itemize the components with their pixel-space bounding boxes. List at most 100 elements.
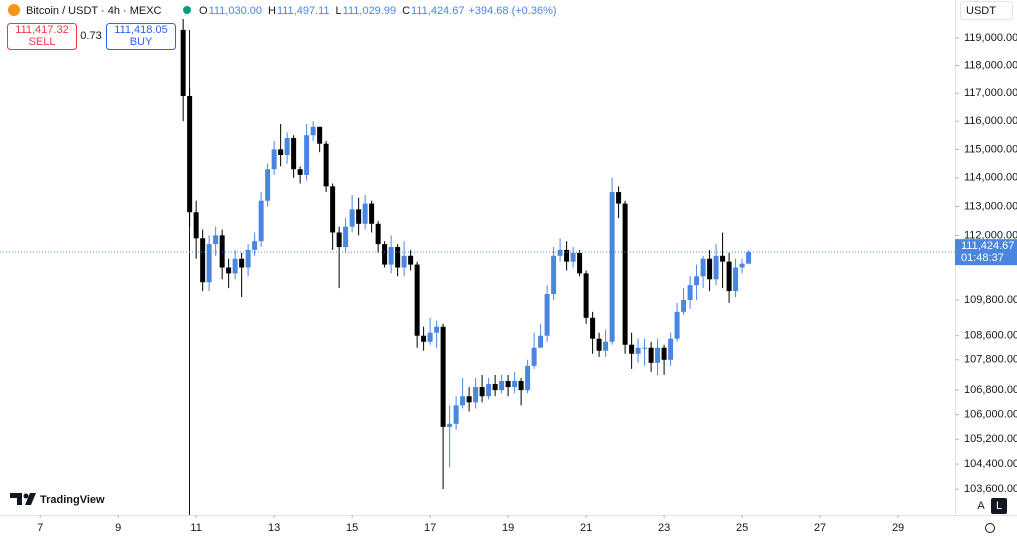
candle-body	[661, 347, 667, 360]
ohlc-value: 111,497.11	[277, 5, 330, 17]
ohlc-key: O	[199, 5, 208, 17]
candle-body	[713, 255, 719, 280]
candle-body	[525, 365, 531, 391]
candle-body	[486, 384, 492, 397]
candle-body	[252, 241, 258, 250]
ohlc-value: 111,029.99	[343, 5, 396, 17]
log-scale[interactable]: L	[996, 500, 1002, 512]
y-tick-label: 118,000.00	[964, 59, 1017, 71]
candle-body	[395, 247, 401, 268]
candle-body	[596, 338, 602, 351]
x-tick-label: 23	[658, 522, 670, 534]
y-tick-label: 103,600.00	[964, 483, 1017, 495]
candle-body	[505, 380, 511, 388]
candle-body	[700, 258, 706, 277]
ohlc-key: H	[268, 5, 276, 17]
x-tick-label: 9	[115, 522, 121, 534]
candle-body	[219, 235, 225, 268]
candle-body	[720, 255, 726, 262]
candle-body	[681, 299, 687, 312]
ohlc-value: 111,030.00	[209, 5, 262, 17]
candle-body	[622, 203, 628, 345]
sell-price[interactable]: 111,417.32	[15, 24, 68, 36]
brand-logo	[10, 493, 36, 505]
symbol-icon	[8, 4, 20, 16]
candle-body	[447, 423, 453, 427]
candle-body	[512, 380, 518, 388]
sell-button[interactable]	[7, 23, 77, 50]
candle-body	[408, 255, 414, 265]
ohlc-key: C	[402, 5, 410, 17]
y-tick-label: 108,600.00	[964, 330, 1017, 342]
candle-body	[655, 347, 661, 363]
candle-body	[473, 387, 479, 403]
y-tick-label: 107,800.00	[964, 354, 1017, 366]
y-tick-label: 116,000.00	[964, 115, 1017, 127]
candle-body	[707, 258, 713, 280]
x-tick-label: 13	[268, 522, 280, 534]
candle-body	[265, 169, 271, 201]
candle-body	[375, 223, 381, 245]
candle-body	[187, 96, 193, 213]
candle-body	[518, 380, 524, 391]
y-tick-label: 113,000.00	[964, 200, 1017, 212]
candle-body	[538, 335, 544, 348]
settings-icon[interactable]	[985, 523, 995, 533]
candle-body	[570, 252, 576, 262]
candle-body	[271, 149, 277, 170]
candle-body	[232, 258, 238, 274]
candle-body	[401, 255, 407, 268]
candle-body	[206, 244, 212, 283]
candle-body	[369, 203, 375, 224]
buy-label[interactable]: BUY	[130, 36, 153, 48]
candle-body	[453, 405, 459, 424]
y-tick-label: 109,800.00	[964, 294, 1017, 306]
candle-body	[245, 249, 251, 268]
ohlc-key: L	[336, 5, 342, 17]
candle-body	[739, 263, 745, 268]
candle-body	[297, 169, 303, 175]
y-tick-label: 119,000.00	[964, 32, 1017, 44]
candle-body	[733, 267, 739, 292]
candle-body	[414, 264, 420, 336]
candle-body	[609, 192, 615, 342]
candle-body	[531, 347, 537, 366]
candle-body	[180, 29, 186, 97]
buy-button[interactable]	[106, 23, 176, 50]
candle-body	[603, 341, 609, 351]
buy-price[interactable]: 111,418.05	[114, 24, 167, 36]
candle-body	[583, 273, 589, 318]
candle-body	[427, 332, 433, 342]
log-scale-button[interactable]	[991, 498, 1007, 514]
candle-body	[304, 135, 310, 175]
candle-body	[239, 258, 245, 268]
y-tick-label: 104,400.00	[964, 458, 1017, 470]
candle-body	[635, 347, 641, 354]
candle-body	[466, 396, 472, 403]
candle-body	[440, 326, 446, 427]
candle-body	[362, 203, 368, 224]
candle-body	[577, 252, 583, 274]
x-tick-label: 15	[346, 522, 358, 534]
currency[interactable]: USDT	[966, 5, 996, 17]
candle-body	[382, 244, 388, 265]
y-tick-label: 106,000.00	[964, 409, 1017, 421]
candle-body	[746, 252, 752, 264]
candle-body	[687, 285, 693, 300]
y-tick-label: 114,000.00	[964, 172, 1017, 184]
spread: 0.73	[80, 30, 101, 42]
candle-body	[193, 212, 199, 239]
x-tick-label: 11	[190, 522, 201, 534]
candle-body	[544, 294, 550, 336]
sell-label[interactable]: SELL	[29, 36, 56, 48]
auto-scale[interactable]: A	[977, 500, 985, 512]
candle-body	[590, 317, 596, 339]
ohlc-legend: O111,030.00 H111,497.11 L111,029.99 C111,42…	[199, 5, 557, 17]
candle-body	[200, 238, 206, 283]
last-price-tag	[955, 239, 1017, 266]
y-tick-label: 115,000.00	[964, 143, 1017, 155]
y-tick-label: 117,000.00	[964, 87, 1017, 99]
currency-button[interactable]	[960, 1, 1013, 20]
